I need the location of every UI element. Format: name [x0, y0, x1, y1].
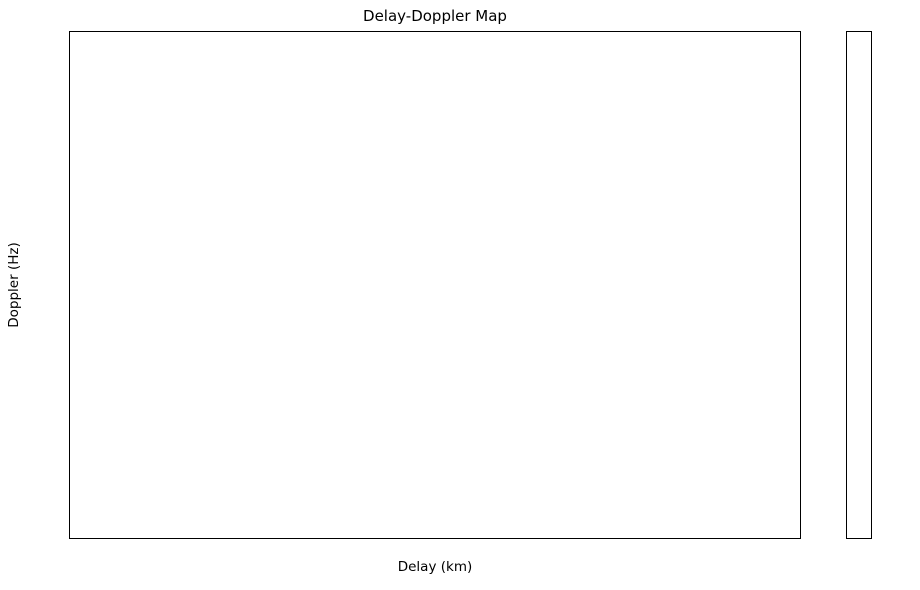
plot-area	[69, 31, 801, 539]
y-axis-label: Doppler (Hz)	[6, 242, 22, 328]
delay-doppler-heatmap	[70, 32, 800, 538]
chart-title: Delay-Doppler Map	[363, 7, 507, 25]
colorbar	[846, 31, 872, 539]
x-axis-label: Delay (km)	[397, 559, 473, 575]
